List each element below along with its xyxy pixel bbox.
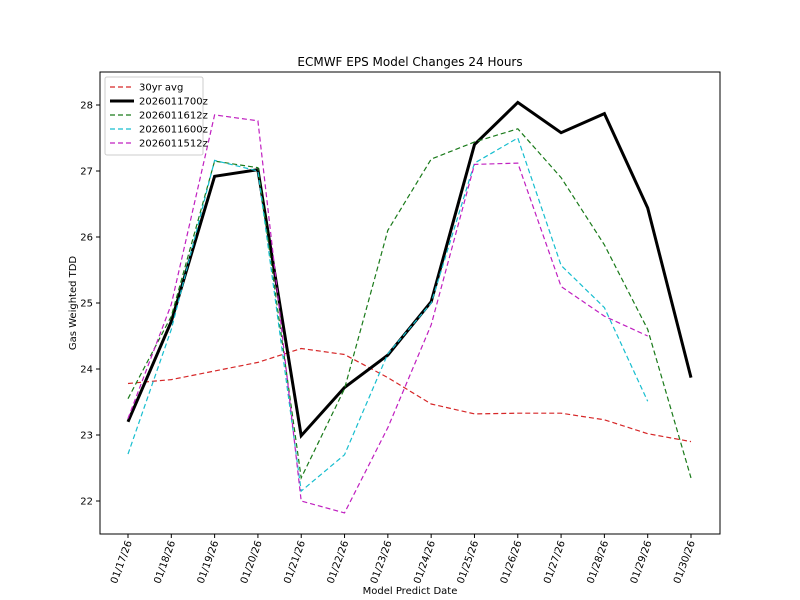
legend: 30yr avg 2026011700z 2026011612z 2026011600…	[104, 76, 208, 156]
x-tick-label: 01/23/26	[369, 539, 395, 585]
y-axis: 22 23 24 25 26 27 28	[80, 101, 100, 508]
x-tick-label: 01/24/26	[412, 539, 438, 585]
y-tick-label: 23	[80, 431, 93, 442]
x-axis-title: Model Predict Date	[363, 586, 458, 597]
legend-label: 30yr avg	[139, 83, 183, 94]
y-tick-label: 28	[80, 101, 93, 112]
y-tick-label: 25	[80, 299, 93, 310]
x-tick-label: 01/30/26	[672, 539, 698, 585]
legend-frame	[104, 76, 204, 156]
series-line-4	[127, 114, 648, 514]
x-tick-label: 01/21/26	[282, 539, 308, 585]
x-tick-label: 01/26/26	[499, 539, 525, 585]
x-tick-label: 01/27/26	[542, 539, 568, 585]
y-axis-title: Gas Weighted TDD	[68, 256, 79, 351]
y-tick-label: 24	[80, 365, 93, 376]
x-axis: 01/17/26 01/18/26 01/19/26 01/20/26 01/21/26…	[109, 534, 698, 585]
x-tick-label: 01/18/26	[152, 539, 178, 585]
x-tick-label: 01/22/26	[326, 539, 352, 585]
series-line-0	[127, 347, 692, 443]
x-tick-label: 01/28/26	[586, 539, 612, 585]
series-line-3	[127, 137, 649, 493]
x-tick-label: 01/25/26	[456, 539, 482, 585]
x-tick-label: 01/29/26	[629, 539, 655, 585]
legend-label: 2026011512z	[139, 139, 208, 150]
x-tick-label: 01/20/26	[239, 539, 265, 585]
y-tick-label: 22	[80, 497, 93, 508]
chart-title: ECMWF EPS Model Changes 24 Hours	[297, 55, 522, 69]
y-tick-label: 26	[80, 233, 93, 244]
series-line-1	[126, 100, 693, 440]
x-tick-label: 01/19/26	[196, 539, 222, 585]
y-tick-label: 27	[80, 167, 93, 178]
chart-marks	[126, 100, 693, 514]
legend-label: 2026011700z	[139, 97, 208, 108]
x-tick-label: 01/17/26	[109, 539, 135, 585]
legend-label: 2026011612z	[139, 111, 208, 122]
series-line-2	[127, 128, 692, 480]
legend-label: 2026011600z	[139, 125, 208, 136]
